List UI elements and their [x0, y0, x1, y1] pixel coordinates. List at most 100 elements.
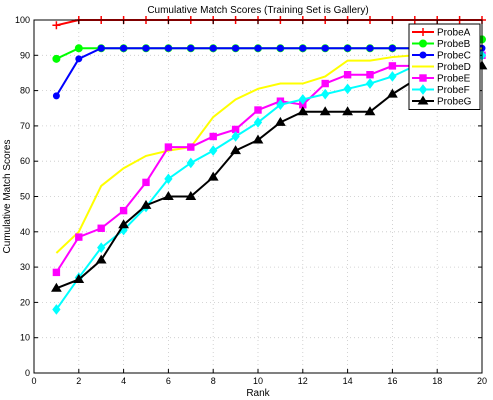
y-axis-label: Cumulative Match Scores — [2, 140, 13, 254]
x-tick-label: 2 — [76, 376, 81, 386]
legend-marker — [419, 51, 427, 59]
data-point-probeg — [275, 116, 286, 126]
x-axis-label: Rank — [246, 388, 270, 399]
legend-marker — [419, 74, 427, 82]
data-point-probef — [97, 242, 106, 253]
legend-entry-probef: ProbeF — [412, 84, 470, 96]
x-tick-label: 14 — [343, 376, 353, 386]
x-tick-label: 12 — [298, 376, 308, 386]
data-point-probee — [254, 106, 262, 114]
data-point-probeg — [163, 191, 174, 200]
x-tick-label: 18 — [432, 376, 442, 386]
data-point-probeb — [74, 44, 83, 53]
legend: ProbeAProbeBProbeCProbeDProbeEProbeFProb… — [408, 23, 481, 110]
data-point-probee — [52, 268, 61, 277]
data-point-probec — [75, 55, 83, 63]
data-point-probef — [52, 304, 61, 315]
data-point-probec — [120, 44, 128, 52]
x-tick-label: 8 — [211, 376, 216, 386]
data-point-probee — [366, 71, 374, 79]
data-point-probeg — [230, 145, 241, 155]
data-point-probeg — [73, 273, 85, 283]
data-point-probeg — [185, 191, 197, 200]
data-point-probec — [366, 44, 374, 52]
legend-label: ProbeG — [437, 97, 472, 108]
data-point-probec — [299, 44, 307, 52]
y-tick-label: 50 — [20, 192, 30, 202]
legend-label: ProbeD — [437, 62, 471, 73]
data-point-probec — [344, 44, 352, 52]
data-point-probeb — [52, 54, 61, 63]
grid-lines — [34, 20, 482, 373]
data-point-probec — [209, 44, 217, 52]
data-point-probec — [388, 44, 396, 52]
data-point-probec — [254, 44, 262, 52]
legend-entry-probea: ProbeA — [412, 28, 471, 39]
data-point-probec — [187, 44, 195, 52]
y-tick-label: 100 — [15, 15, 30, 25]
data-point-probee — [388, 62, 397, 70]
y-tick-label: 40 — [20, 227, 30, 237]
legend-marker — [419, 39, 427, 48]
data-point-probef — [343, 83, 352, 95]
data-point-probef — [231, 131, 240, 142]
data-point-probec — [164, 44, 172, 52]
y-tick-label: 20 — [20, 297, 30, 307]
data-point-probeg — [387, 88, 398, 98]
data-point-probee — [187, 143, 195, 151]
data-point-probec — [321, 44, 329, 52]
data-point-probef — [276, 99, 285, 111]
data-point-probeg — [118, 219, 129, 229]
data-point-probee — [343, 71, 352, 79]
y-tick-label: 80 — [20, 86, 30, 96]
data-point-probef — [164, 173, 173, 185]
data-point-probea — [52, 21, 61, 30]
data-point-probec — [142, 44, 150, 52]
data-point-probef — [298, 94, 307, 105]
x-tick-label: 10 — [253, 376, 263, 386]
chart-title: Cumulative Match Scores (Training Set is… — [147, 5, 368, 16]
data-point-probee — [321, 79, 329, 88]
data-point-probeg — [342, 106, 353, 116]
data-point-probeg — [319, 106, 331, 116]
legend-marker — [419, 28, 427, 36]
data-point-probeg — [364, 106, 376, 116]
data-point-probef — [209, 145, 218, 156]
data-point-probef — [388, 71, 397, 82]
y-tick-label: 0 — [25, 368, 30, 378]
data-point-probef — [253, 117, 263, 128]
legend-entry-probee: ProbeE — [412, 74, 471, 85]
data-point-probeg — [252, 134, 264, 144]
legend-label: ProbeC — [437, 51, 471, 62]
data-point-probeg — [140, 199, 152, 209]
y-tick-label: 30 — [20, 262, 30, 272]
data-point-probec — [276, 44, 284, 52]
data-point-probeg — [207, 171, 219, 181]
data-point-probee — [209, 132, 217, 141]
data-point-probeg — [51, 282, 62, 292]
x-tick-label: 16 — [387, 376, 397, 386]
legend-label: ProbeE — [437, 74, 471, 85]
data-point-probef — [365, 78, 375, 89]
legend-label: ProbeB — [437, 39, 471, 50]
legend-entry-probed: ProbeD — [412, 62, 471, 73]
data-point-probef — [321, 88, 330, 100]
y-tick-label: 10 — [20, 333, 30, 343]
legend-marker — [418, 84, 428, 95]
data-point-probec — [232, 44, 240, 52]
x-tick-label: 0 — [31, 376, 36, 386]
x-tick-label: 4 — [121, 376, 126, 386]
data-point-probee — [164, 143, 173, 151]
data-point-probec — [97, 44, 105, 52]
legend-label: ProbeF — [437, 85, 470, 96]
legend-entry-probec: ProbeC — [412, 51, 471, 62]
data-point-probeg — [95, 254, 107, 264]
legend-entry-probeb: ProbeB — [412, 39, 471, 50]
data-point-probec — [52, 92, 60, 100]
data-point-probee — [119, 206, 128, 215]
legend-entry-probeg: ProbeG — [412, 95, 472, 108]
data-point-probeg — [297, 106, 309, 116]
data-point-probee — [97, 224, 105, 232]
legend-marker — [417, 95, 429, 105]
y-tick-label: 90 — [20, 50, 30, 60]
